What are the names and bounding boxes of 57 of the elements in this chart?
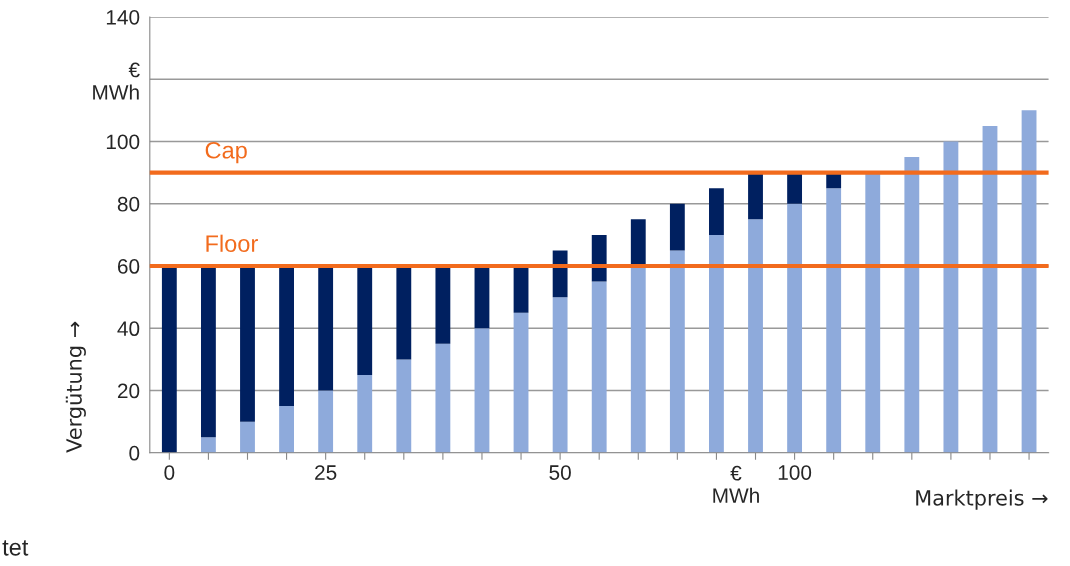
bar [435,343,451,453]
bar [396,359,412,453]
y-tick-label: 60 [117,259,140,274]
text: tet [2,540,29,556]
bar [318,266,334,391]
x-tick-label: 25 [315,465,337,480]
y-tick-label: € MWh [93,62,140,100]
bar [748,172,763,220]
y-tick-label: 20 [117,383,140,399]
bar [669,203,685,251]
x-tick-label: 50 [549,465,571,480]
bar [474,328,490,453]
bar [826,188,842,453]
bar [396,266,412,360]
y-tick-label: 0 [129,445,140,461]
text: € MWh [713,465,759,503]
ref-line-label: Floor [206,234,258,253]
bar [943,141,959,453]
x-axis-title: Marktpreis → [916,489,1048,510]
bar [865,172,881,453]
bar [552,250,568,298]
bar [787,203,803,453]
x-tick-label: 0 [164,465,175,480]
bar [630,266,646,453]
bar [513,312,529,453]
bar [982,125,998,453]
bar [669,250,685,453]
bar [591,234,607,282]
y-axis-title: Vergütung → [65,321,86,453]
y-tick-label: 100 [106,134,140,150]
bar [357,374,373,453]
y-tick-label: 40 [117,321,140,337]
bar [552,297,568,453]
bar [513,266,529,313]
bar [591,281,607,453]
x-tick-label: 100 [778,465,812,480]
ref-line-label: Cap [205,141,247,164]
bar [474,266,490,329]
bar [279,266,294,407]
y-tick-label: 140 [106,9,140,25]
y-tick-label: 80 [117,196,140,212]
bar [904,157,920,453]
bar [1021,110,1037,453]
bar [318,390,334,453]
bar [279,406,294,453]
bar [709,188,724,235]
bar [709,234,724,453]
bar [240,421,255,453]
bar [357,266,373,375]
bar [200,437,216,453]
bar [748,219,763,453]
bar [630,219,646,267]
bar [200,266,216,438]
bar [435,266,451,344]
bar [161,266,177,453]
bar [787,172,803,204]
bar [240,266,255,422]
